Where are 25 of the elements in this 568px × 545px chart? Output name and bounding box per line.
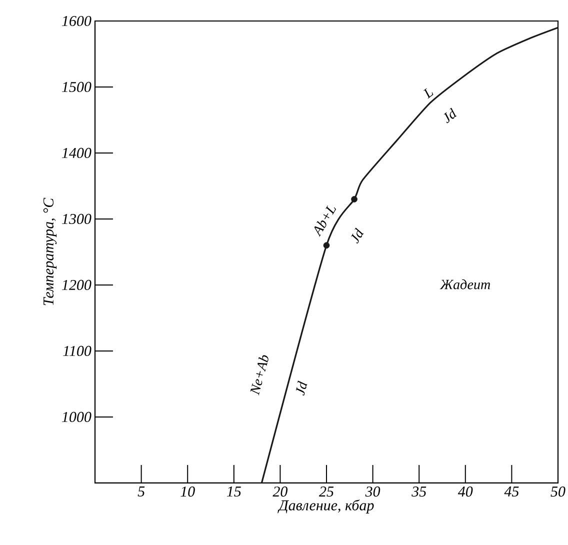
y-tick-label: 1600 (62, 16, 92, 26)
x-tick-label: 5 (138, 486, 145, 496)
annotation: Jd (444, 108, 457, 124)
y-tick-label: 1100 (63, 346, 92, 356)
x-tick-label: 30 (365, 486, 380, 497)
annotation: Jd (296, 380, 308, 396)
annotation: L (424, 88, 434, 99)
y-tick-label: 1200 (62, 280, 92, 290)
x-tick-label: 20 (272, 486, 288, 497)
y-axis-title: Температура, °C (43, 198, 57, 306)
y-tick-label: 1400 (62, 148, 92, 158)
x-tick-label: 25 (319, 486, 334, 497)
x-tick-label: 45 (504, 486, 519, 497)
y-tick-label: 1500 (62, 82, 92, 92)
y-tick-label: 1000 (62, 412, 92, 422)
x-tick-label: 35 (412, 486, 426, 497)
x-tick-label: 15 (226, 486, 241, 497)
annotation: Жадеит (440, 279, 490, 290)
annotation: Jd (351, 228, 364, 244)
y-tick-label: 1300 (62, 214, 92, 224)
x-axis-title: Давление, кбар (278, 500, 374, 514)
x-tick-label: 40 (458, 486, 473, 497)
annotation: Ne+Ab (250, 355, 268, 396)
x-tick-label: 10 (180, 486, 195, 497)
x-tick-label: 50 (550, 486, 566, 497)
